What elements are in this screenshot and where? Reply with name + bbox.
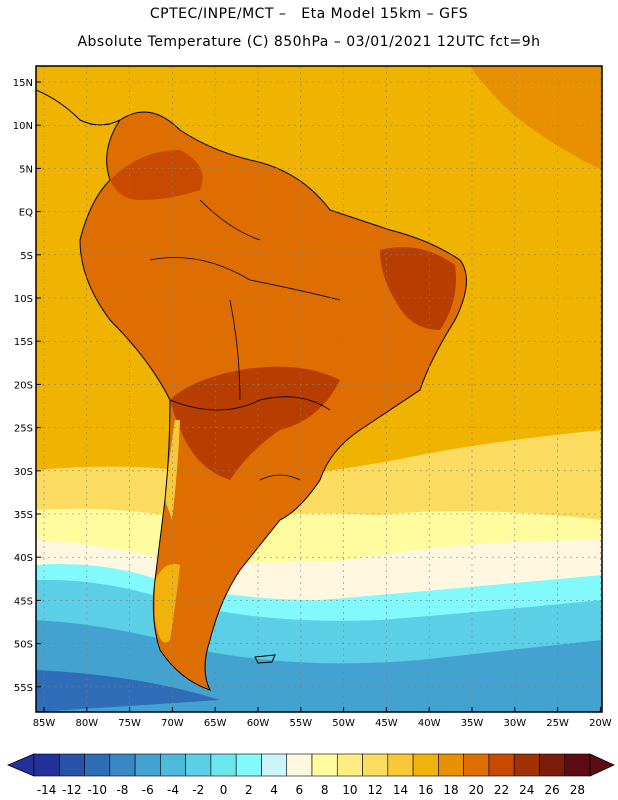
lat-tick-label: 35S [14,510,33,521]
lon-tick-label: 40W [418,718,441,729]
lat-tick-label: 50S [14,640,33,651]
colorbar-swatch [33,753,60,777]
lat-tick-label: 20S [14,380,33,391]
central-america [36,89,121,126]
lon-tick-label: 25W [546,718,569,729]
colorbar-label: 18 [443,783,458,797]
lat-tick-label: EQ [19,208,33,219]
map-title-line-1: CPTEC/INPE/MCT – Eta Model 15km – GFS [149,6,469,22]
lon-tick-label: 70W [161,718,184,729]
lon-tick-label: 75W [118,718,141,729]
colorbar-swatch [412,753,439,777]
colorbar-label: -12 [62,783,82,797]
colorbar-high-arrow [589,753,615,777]
colorbar-swatch [488,753,515,777]
colorbar-swatch [210,753,237,777]
colorbar-swatch [438,753,464,777]
colorbar-swatch [387,753,414,777]
lat-tick-label: 15S [14,337,33,348]
colorbar-label: 24 [519,783,534,797]
lat-tick-label: 45S [14,596,33,607]
colorbar-swatch [109,753,136,777]
lat-tick-label: 30S [14,467,33,478]
lon-tick-label: 55W [289,718,312,729]
map-title-line-2: Absolute Temperature (C) 850hPa – 03/01/… [77,34,541,50]
colorbar-swatch [134,753,161,777]
lon-tick-label: 65W [204,718,227,729]
colorbar-swatch [336,753,363,777]
colorbar-label: -2 [192,783,204,797]
colorbar-swatch [513,753,540,777]
map-frame [35,65,603,713]
colorbar-swatch [539,753,566,777]
colorbar-label: 4 [270,783,278,797]
colorbar-label: -8 [116,783,128,797]
lat-tick-label: 10S [14,294,33,305]
colorbar-label: 8 [321,783,329,797]
colorbar-label: -4 [167,783,179,797]
latitude-labels: 15N 10N 5N EQ 5S 10S 15S 20S 25S 30S 35S 40S 45S 50S 5… [13,78,41,694]
colorbar-swatch [84,753,111,777]
lat-tick-label: 55S [14,683,33,694]
colorbar-label: 20 [469,783,484,797]
lat-tick-label: 10N [13,121,33,132]
country-borders [149,199,341,481]
lon-tick-label: 60W [247,718,270,729]
lat-tick-label: 5N [19,164,33,175]
colorbar-swatch [160,753,186,777]
lon-tick-label: 85W [33,718,56,729]
colorbar-swatch [58,753,85,777]
colorbar-label: -14 [37,783,57,797]
colorbar-label: 28 [570,783,585,797]
longitude-labels: 85W 80W 75W 70W 65W 60W 55W 50W 45W 40W 35W 30W 25W 2… [33,707,612,729]
colorbar-swatch [235,753,262,777]
lat-tick-label: 5S [20,251,33,262]
northwest-hot-core [110,150,203,200]
colorbar-label: 26 [544,783,559,797]
colorbar-swatch [286,753,313,777]
colorbar-low-arrow [6,753,35,777]
colorbar-swatch [261,753,288,777]
lat-tick-label: 40S [14,553,33,564]
coldest-band [36,670,220,712]
colorbar-swatch [564,753,591,777]
colorbar-label: 0 [220,783,228,797]
colorbar-label: 2 [245,783,253,797]
lat-tick-label: 25S [14,424,33,435]
colorbar-label: -10 [87,783,107,797]
lat-tick-label: 15N [13,78,33,89]
lon-tick-label: 50W [332,718,355,729]
patagonia-cool-strip [155,564,180,643]
lon-tick-label: 80W [75,718,98,729]
colorbar-swatch [311,753,338,777]
colorbar: -14 -12 -10 -8 -6 -4 -2 0 2 4 6 8 10 12 14 16 18 20 22 24 26… [6,753,615,797]
colorbar-label: 6 [296,783,304,797]
andes-hot-core [170,366,340,480]
lon-tick-label: 20W [589,718,612,729]
colorbar-label: 16 [418,783,433,797]
colorbar-label: -6 [142,783,154,797]
colorbar-label: 10 [342,783,357,797]
atlantic-warm-patch [470,66,602,170]
temperature-map: 15N 10N 5N EQ 5S 10S 15S 20S 25S 30S 35S 40S 45S 50S 5… [13,65,612,729]
colorbar-label: 12 [368,783,383,797]
colorbar-label: 14 [393,783,408,797]
colorbar-label: 22 [494,783,509,797]
colorbar-swatch [463,753,490,777]
falkland-islands [254,654,276,664]
coastline [79,111,467,691]
lon-tick-label: 30W [503,718,526,729]
map-field [36,66,602,712]
lon-tick-label: 45W [375,718,398,729]
lon-tick-label: 35W [461,718,484,729]
colorbar-swatch [362,753,389,777]
northeast-hot-core [380,247,456,330]
graticule [36,66,602,712]
colorbar-swatch [185,753,212,777]
